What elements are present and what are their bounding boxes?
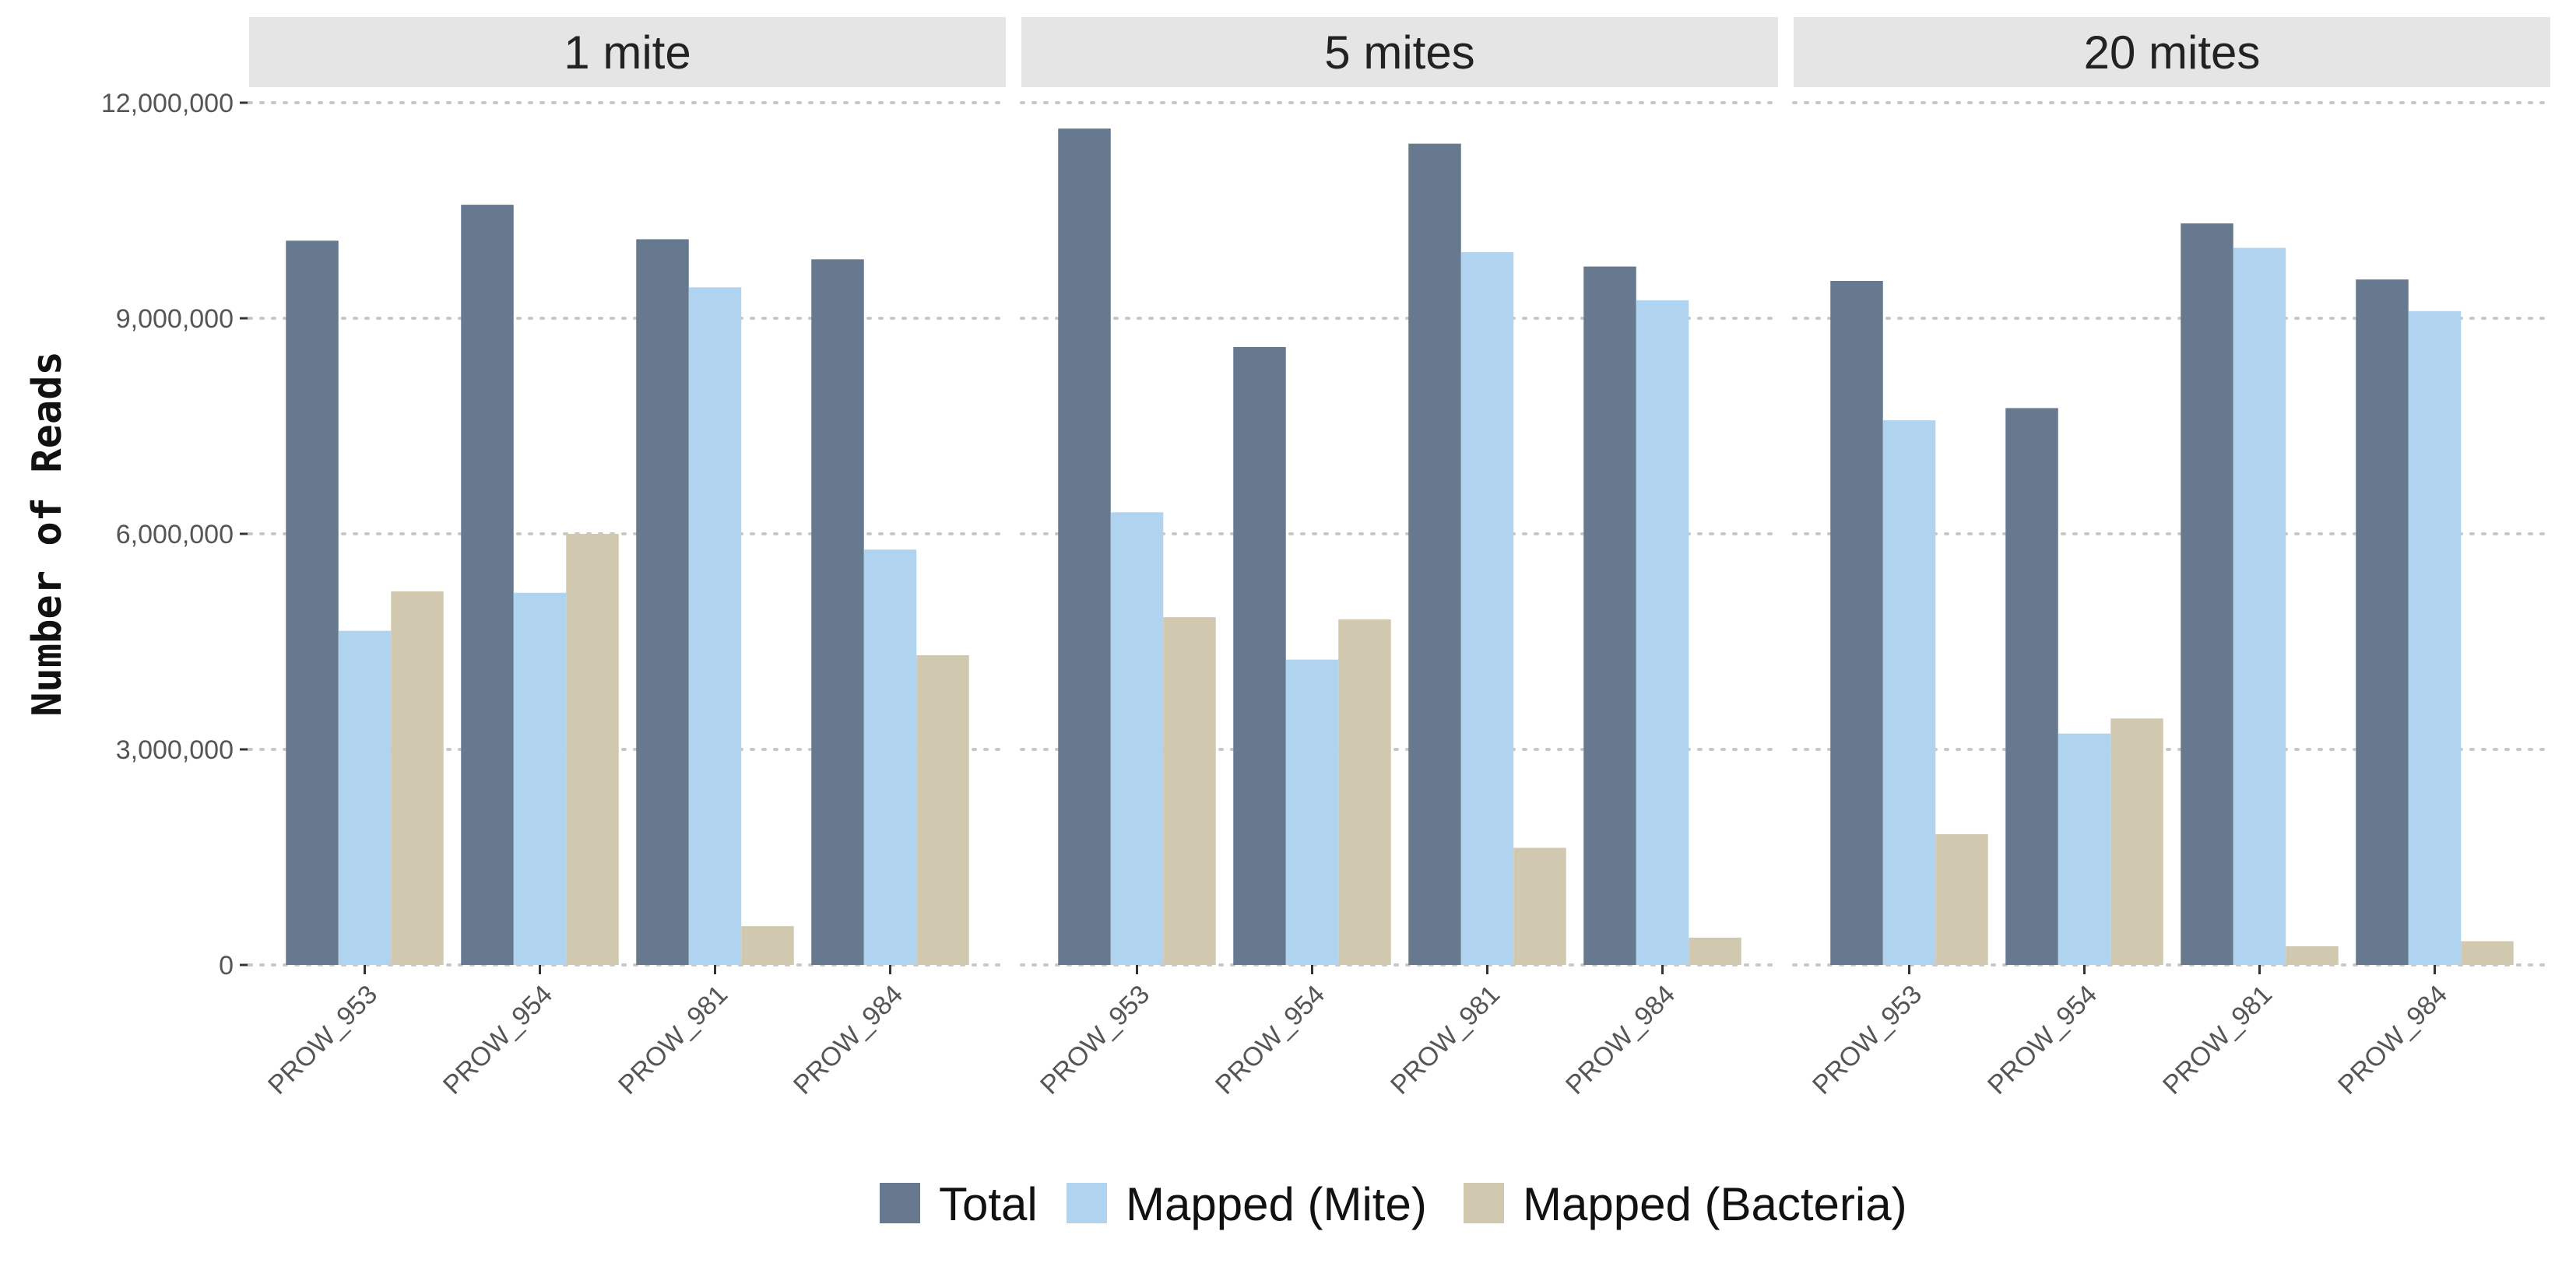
y-tick-label: 6,000,000: [116, 520, 234, 549]
bar-mapped-mite-prow_981: [688, 287, 742, 966]
bar-total-prow_981: [1408, 143, 1461, 965]
bar-mapped-bacteria-prow_981: [1513, 847, 1566, 965]
facet-strip-label: 1 mite: [564, 26, 691, 79]
y-tick-label: 0: [219, 951, 234, 981]
bar-mapped-mite-prow_954: [1285, 659, 1339, 965]
bar-mapped-bacteria-prow_954: [1338, 619, 1391, 965]
bar-mapped-mite-prow_953: [338, 630, 392, 965]
bar-mapped-mite-prow_981: [2233, 247, 2286, 966]
x-tick-label: PROW_953: [1035, 980, 1155, 1100]
bar-total-prow_954: [461, 205, 514, 965]
facet-strip: [1794, 17, 2550, 87]
bar-total-prow_954: [1233, 346, 1286, 965]
legend-label: Total: [939, 1178, 1038, 1230]
y-axis-title: Number of Reads: [24, 351, 71, 717]
bar-mapped-mite-prow_954: [2058, 733, 2111, 965]
bar-mapped-mite-prow_954: [513, 592, 567, 965]
bar-mapped-mite-prow_953: [1110, 512, 1164, 965]
bar-total-prow_984: [1583, 266, 1636, 965]
bar-mapped-bacteria-prow_953: [1163, 617, 1216, 965]
bar-mapped-bacteria-prow_984: [916, 655, 969, 965]
x-tick-label: PROW_953: [1807, 980, 1928, 1100]
x-tick-label: PROW_954: [438, 980, 558, 1100]
bar-mapped-bacteria-prow_981: [2286, 945, 2339, 965]
x-tick-label: PROW_984: [788, 980, 908, 1100]
bar-total-prow_953: [286, 240, 339, 965]
legend-swatch: [880, 1183, 920, 1223]
legend-swatch: [1067, 1183, 1107, 1223]
bar-mapped-bacteria-prow_953: [391, 591, 444, 965]
y-tick-label: 9,000,000: [116, 304, 234, 334]
facet-strip: [1021, 17, 1778, 87]
bar-mapped-mite-prow_984: [863, 549, 917, 965]
x-tick-label: PROW_954: [1210, 980, 1330, 1100]
legend-label: Mapped (Mite): [1126, 1178, 1427, 1230]
bar-mapped-mite-prow_984: [2408, 310, 2462, 965]
bar-total-prow_981: [2181, 223, 2233, 965]
bar-mapped-mite-prow_984: [1636, 300, 1689, 966]
bar-mapped-bacteria-prow_953: [1935, 833, 1988, 965]
bar-mapped-bacteria-prow_981: [741, 926, 794, 965]
bar-total-prow_953: [1058, 128, 1111, 966]
bar-total-prow_984: [2356, 279, 2409, 965]
bar-total-prow_953: [1830, 280, 1883, 965]
y-tick-label: 12,000,000: [101, 89, 234, 118]
x-tick-label: PROW_981: [2157, 980, 2278, 1100]
x-tick-label: PROW_954: [1982, 980, 2103, 1100]
x-tick-label: PROW_953: [262, 980, 383, 1100]
bar-mapped-bacteria-prow_954: [566, 534, 619, 965]
x-tick-label: PROW_984: [1560, 980, 1681, 1100]
bar-mapped-bacteria-prow_984: [1689, 937, 1741, 965]
bar-total-prow_954: [2005, 408, 2058, 965]
bar-mapped-bacteria-prow_984: [2461, 941, 2514, 965]
bar-total-prow_981: [636, 239, 689, 965]
bar-mapped-mite-prow_953: [1882, 420, 1936, 965]
bar-mapped-mite-prow_981: [1460, 252, 1514, 965]
legend-swatch: [1464, 1183, 1504, 1223]
facet-strip-label: 5 mites: [1324, 26, 1474, 79]
x-tick-label: PROW_984: [2332, 980, 2453, 1100]
y-tick-label: 3,000,000: [116, 735, 234, 765]
x-tick-label: PROW_981: [1385, 980, 1506, 1100]
facet-strip: [249, 17, 1006, 87]
x-tick-label: PROW_981: [613, 980, 733, 1100]
bar-total-prow_984: [811, 259, 864, 966]
bar-mapped-bacteria-prow_954: [2110, 718, 2163, 965]
facet-strip-label: 20 mites: [2084, 26, 2261, 79]
legend-label: Mapped (Bacteria): [1523, 1178, 1907, 1230]
